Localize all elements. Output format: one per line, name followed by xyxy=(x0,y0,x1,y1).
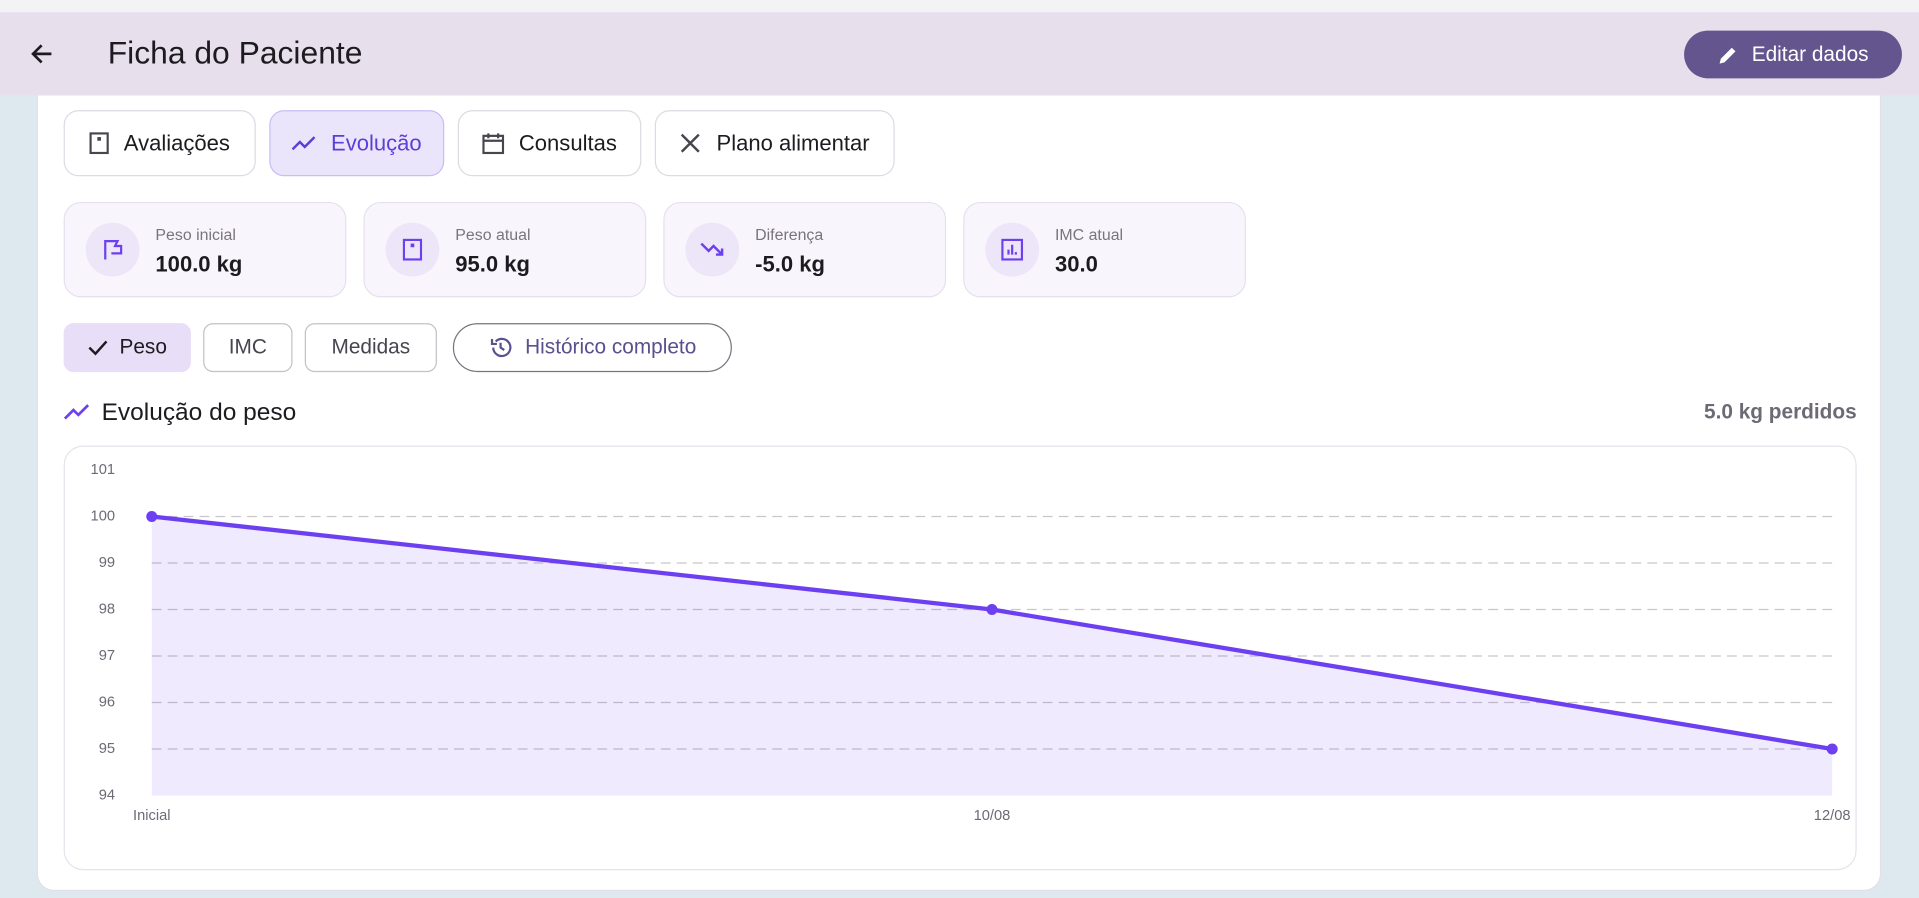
stat-card: IMC atual 30.0 xyxy=(963,201,1246,298)
stat-card: Peso atual 95.0 kg xyxy=(363,201,647,298)
chart-subtitle: 5.0 kg perdidos xyxy=(1704,400,1857,424)
y-tick-label: 94 xyxy=(99,787,115,803)
area xyxy=(151,516,1833,796)
x-tick-label: Inicial xyxy=(133,808,171,824)
tab-icon xyxy=(292,136,316,151)
stat-label: Peso inicial xyxy=(155,225,236,244)
tab-icon xyxy=(681,133,701,153)
chip-label: Histórico completo xyxy=(525,335,697,359)
y-tick-label: 101 xyxy=(91,462,115,478)
edit-icon xyxy=(1719,47,1736,64)
stat-card: Peso inicial 100.0 kg xyxy=(63,201,347,298)
tab-label: Consultas xyxy=(518,130,617,155)
chart-icon xyxy=(63,404,90,420)
stat-icon xyxy=(85,222,140,277)
filter-chip[interactable]: Peso xyxy=(63,323,191,373)
tab-icon xyxy=(89,132,109,155)
y-tick-label: 95 xyxy=(99,741,115,757)
stat-card: Diferença -5.0 kg xyxy=(663,201,947,298)
stat-label: Peso atual xyxy=(455,225,531,244)
tab[interactable]: Evolução xyxy=(269,110,445,177)
stat-value: -5.0 kg xyxy=(755,252,825,277)
x-tick-label: 12/08 xyxy=(1814,808,1851,824)
stat-value: 95.0 kg xyxy=(455,252,531,277)
y-tick-label: 98 xyxy=(99,601,115,617)
history-button[interactable]: Histórico completo xyxy=(452,323,732,373)
stat-label: Diferença xyxy=(755,225,824,244)
point xyxy=(146,510,158,522)
chart-title: Evolução do peso xyxy=(101,398,297,426)
stat-value: 30.0 xyxy=(1055,252,1098,277)
x-tick-label: 10/08 xyxy=(974,808,1011,824)
stat-icon xyxy=(985,222,1040,277)
edit-label: Editar dados xyxy=(1751,42,1869,66)
page-title: Ficha do Paciente xyxy=(107,34,363,71)
filter-chip[interactable]: Medidas xyxy=(304,323,437,373)
y-tick-label: 96 xyxy=(99,694,115,710)
check-icon xyxy=(88,340,107,356)
chip-label: IMC xyxy=(228,335,267,359)
tab-label: Avaliações xyxy=(123,130,230,155)
point xyxy=(1826,743,1838,755)
stat-label: IMC atual xyxy=(1055,225,1124,244)
tab[interactable]: Plano alimentar xyxy=(654,110,895,177)
app-bar xyxy=(0,12,1919,96)
chart: 94 95 96 97 98 99 100 101 Inicial 10/08 12/08 xyxy=(91,462,1851,824)
top-strip xyxy=(0,0,1919,13)
stat-icon xyxy=(385,222,440,277)
tab[interactable]: Consultas xyxy=(457,110,642,177)
stat-icon xyxy=(685,222,740,277)
edit-button[interactable]: Editar dados xyxy=(1684,30,1902,79)
tab-label: Evolução xyxy=(331,130,422,155)
chip-label: Medidas xyxy=(331,335,411,359)
stat-value: 100.0 kg xyxy=(155,252,243,277)
tab-label: Plano alimentar xyxy=(716,130,870,155)
point xyxy=(986,603,998,616)
filter-chip[interactable]: IMC xyxy=(203,323,293,373)
tab[interactable]: Avaliações xyxy=(63,110,256,177)
y-tick-label: 100 xyxy=(91,508,115,524)
y-tick-label: 99 xyxy=(99,555,115,571)
back-button[interactable] xyxy=(27,39,56,68)
chip-label: Peso xyxy=(119,335,167,359)
history-icon xyxy=(491,337,512,358)
chart-box: 94 95 96 97 98 99 100 101 Inicial 10/08 12/08 xyxy=(63,445,1857,871)
y-tick-label: 97 xyxy=(99,648,115,664)
tab-icon xyxy=(482,133,505,155)
